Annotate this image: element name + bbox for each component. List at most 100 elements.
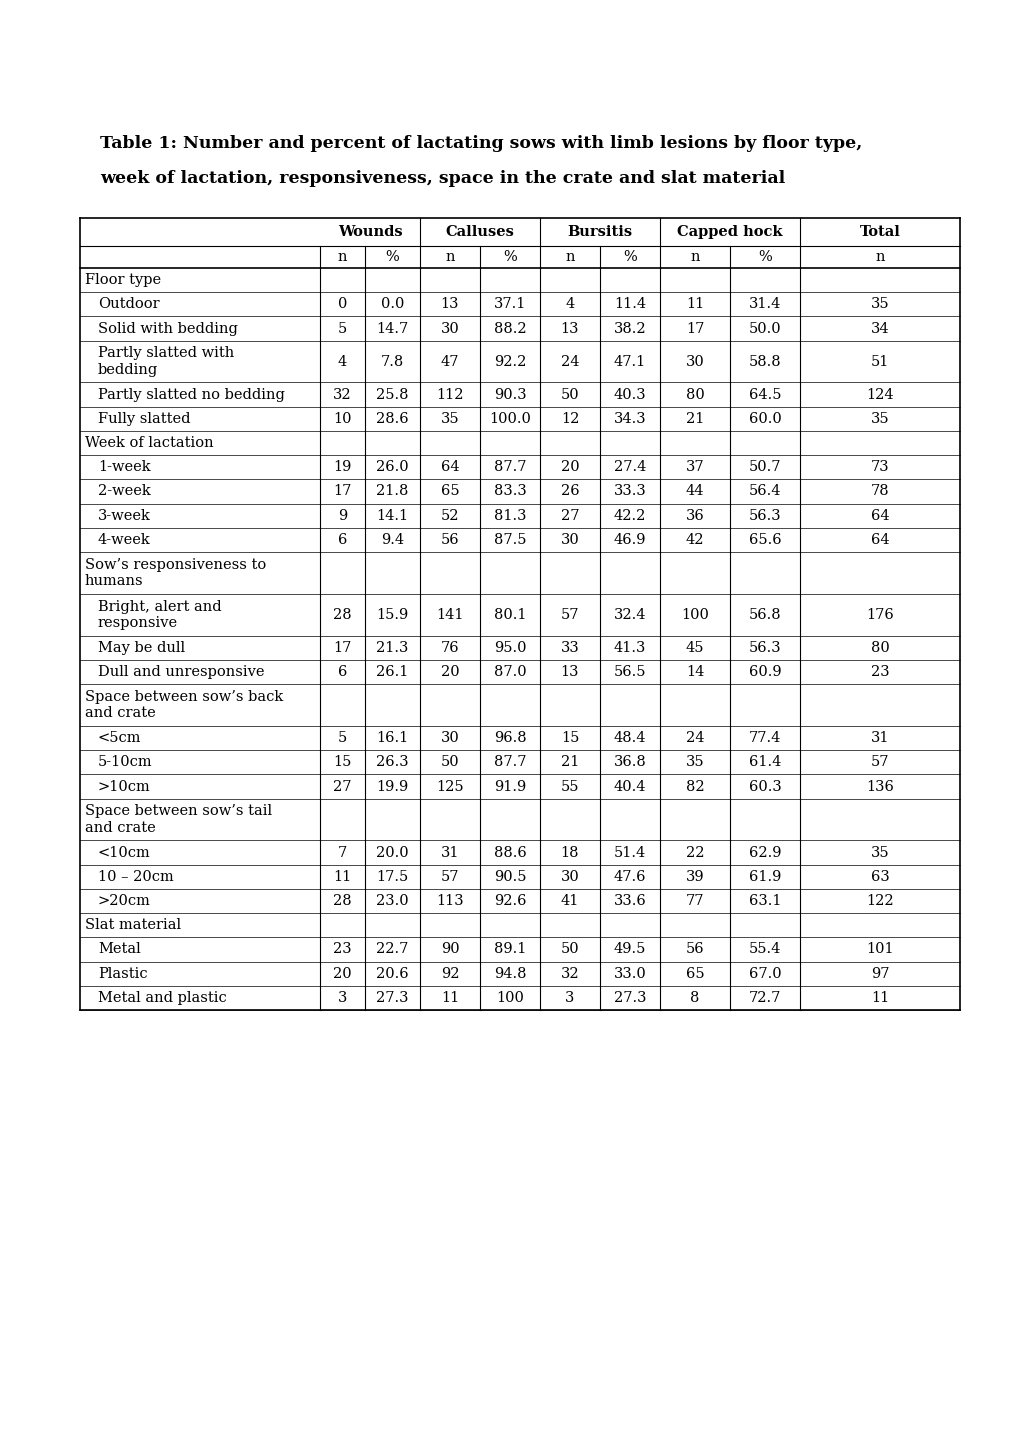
- Text: 20: 20: [560, 460, 579, 475]
- Text: 9: 9: [337, 509, 346, 522]
- Text: 63.1: 63.1: [748, 895, 781, 908]
- Text: 28: 28: [333, 608, 352, 622]
- Text: 17: 17: [685, 322, 703, 336]
- Text: 2-week: 2-week: [98, 485, 151, 498]
- Text: 28.6: 28.6: [376, 411, 409, 426]
- Text: 97: 97: [870, 967, 889, 981]
- Text: 11: 11: [440, 991, 459, 1004]
- Text: 80.1: 80.1: [493, 608, 526, 622]
- Text: 7.8: 7.8: [380, 355, 404, 368]
- Text: 176: 176: [865, 608, 893, 622]
- Text: 3-week: 3-week: [98, 509, 151, 522]
- Text: 64: 64: [440, 460, 459, 475]
- Text: 24: 24: [685, 732, 703, 745]
- Text: 26.1: 26.1: [376, 665, 409, 680]
- Text: 61.9: 61.9: [748, 870, 781, 883]
- Text: 17.5: 17.5: [376, 870, 409, 883]
- Text: 4-week: 4-week: [98, 532, 151, 547]
- Text: 77: 77: [685, 895, 703, 908]
- Text: 92.2: 92.2: [493, 355, 526, 368]
- Text: 33.3: 33.3: [613, 485, 646, 498]
- Text: 63: 63: [870, 870, 889, 883]
- Text: 13: 13: [560, 665, 579, 680]
- Text: 89.1: 89.1: [493, 942, 526, 957]
- Text: 3: 3: [565, 991, 574, 1004]
- Text: <10cm: <10cm: [98, 846, 151, 860]
- Text: Partly slatted with
bedding: Partly slatted with bedding: [98, 346, 234, 377]
- Text: %: %: [502, 250, 517, 264]
- Text: 112: 112: [436, 388, 464, 401]
- Text: 4: 4: [337, 355, 346, 368]
- Text: >10cm: >10cm: [98, 779, 151, 794]
- Text: 56.8: 56.8: [748, 608, 781, 622]
- Text: 67.0: 67.0: [748, 967, 781, 981]
- Text: 50.7: 50.7: [748, 460, 781, 475]
- Text: 38.2: 38.2: [613, 322, 646, 336]
- Text: 92.6: 92.6: [493, 895, 526, 908]
- Text: n: n: [565, 250, 574, 264]
- Text: 25.8: 25.8: [376, 388, 409, 401]
- Text: week of lactation, responsiveness, space in the crate and slat material: week of lactation, responsiveness, space…: [100, 170, 785, 188]
- Text: 28: 28: [333, 895, 352, 908]
- Text: 41: 41: [560, 895, 579, 908]
- Text: 81.3: 81.3: [493, 509, 526, 522]
- Text: Sow’s responsiveness to
humans: Sow’s responsiveness to humans: [85, 558, 266, 589]
- Text: 18: 18: [560, 846, 579, 860]
- Text: 22: 22: [685, 846, 703, 860]
- Text: 26: 26: [560, 485, 579, 498]
- Text: 8: 8: [690, 991, 699, 1004]
- Text: %: %: [757, 250, 771, 264]
- Text: 24: 24: [560, 355, 579, 368]
- Text: Metal and plastic: Metal and plastic: [98, 991, 226, 1004]
- Text: 65: 65: [440, 485, 459, 498]
- Text: 51.4: 51.4: [613, 846, 645, 860]
- Text: 83.3: 83.3: [493, 485, 526, 498]
- Text: 5: 5: [337, 322, 346, 336]
- Text: 60.9: 60.9: [748, 665, 781, 680]
- Text: 20.6: 20.6: [376, 967, 409, 981]
- Text: 27.3: 27.3: [376, 991, 409, 1004]
- Text: 34.3: 34.3: [613, 411, 646, 426]
- Text: 35: 35: [685, 755, 704, 769]
- Text: <5cm: <5cm: [98, 732, 142, 745]
- Text: 23: 23: [870, 665, 889, 680]
- Text: 20.0: 20.0: [376, 846, 409, 860]
- Text: 94.8: 94.8: [493, 967, 526, 981]
- Text: 32: 32: [333, 388, 352, 401]
- Text: Bright, alert and
responsive: Bright, alert and responsive: [98, 600, 221, 631]
- Text: 87.0: 87.0: [493, 665, 526, 680]
- Text: 27: 27: [560, 509, 579, 522]
- Text: 35: 35: [870, 411, 889, 426]
- Text: 60.0: 60.0: [748, 411, 781, 426]
- Text: 32: 32: [560, 967, 579, 981]
- Text: %: %: [623, 250, 636, 264]
- Text: 26.0: 26.0: [376, 460, 409, 475]
- Text: 65.6: 65.6: [748, 532, 781, 547]
- Text: 42.2: 42.2: [613, 509, 646, 522]
- Text: 50: 50: [560, 942, 579, 957]
- Text: 13: 13: [440, 297, 459, 312]
- Text: 11.4: 11.4: [613, 297, 645, 312]
- Text: 30: 30: [440, 732, 459, 745]
- Text: 23: 23: [333, 942, 352, 957]
- Text: 64: 64: [870, 532, 889, 547]
- Text: Plastic: Plastic: [98, 967, 148, 981]
- Text: 11: 11: [333, 870, 352, 883]
- Text: 3: 3: [337, 991, 346, 1004]
- Text: 14.1: 14.1: [376, 509, 409, 522]
- Text: n: n: [874, 250, 883, 264]
- Text: Space between sow’s tail
and crate: Space between sow’s tail and crate: [85, 804, 272, 834]
- Text: 31.4: 31.4: [748, 297, 781, 312]
- Text: 35: 35: [870, 297, 889, 312]
- Text: Dull and unresponsive: Dull and unresponsive: [98, 665, 264, 680]
- Text: 16.1: 16.1: [376, 732, 409, 745]
- Text: 31: 31: [440, 846, 459, 860]
- Text: 80: 80: [685, 388, 704, 401]
- Text: 100.0: 100.0: [488, 411, 531, 426]
- Text: 27.4: 27.4: [613, 460, 646, 475]
- Text: 20: 20: [440, 665, 459, 680]
- Text: 82: 82: [685, 779, 704, 794]
- Text: 57: 57: [440, 870, 459, 883]
- Text: 14: 14: [685, 665, 703, 680]
- Text: 77.4: 77.4: [748, 732, 781, 745]
